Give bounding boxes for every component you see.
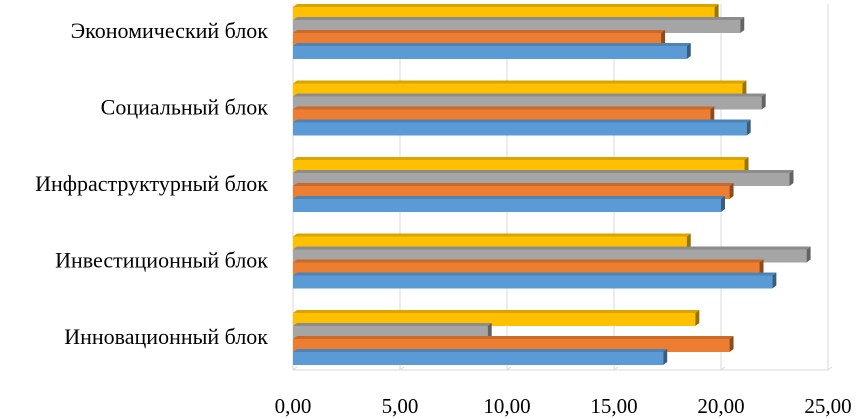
bar-top-face: [293, 17, 745, 20]
bar: [293, 43, 691, 59]
bar-end-face: [714, 4, 719, 20]
bar-end-face: [740, 17, 745, 33]
bar-end-face: [806, 246, 811, 263]
bar: [293, 323, 492, 339]
bar-top-face: [293, 310, 700, 313]
bar-top-face: [293, 170, 794, 173]
bar-front-face: [293, 326, 488, 339]
x-tick-label: 10,00: [483, 394, 530, 418]
x-tick-label: 5,00: [382, 394, 419, 418]
bar-end-face: [789, 170, 794, 186]
bar-front-face: [293, 46, 687, 59]
bar-front-face: [293, 236, 687, 250]
bar-top-face: [293, 336, 734, 339]
x-axis-tick-labels: 0,00 5,00 10,00 15,00 20,00 25,00: [275, 394, 852, 418]
bar: [293, 246, 811, 263]
bar: [293, 233, 691, 250]
bar-top-face: [293, 349, 668, 352]
bar-end-face: [729, 336, 734, 352]
bar-top-face: [293, 323, 492, 326]
bar-top-face: [293, 80, 747, 84]
bar-front-face: [293, 339, 730, 352]
bar-top-face: [293, 183, 734, 186]
bar: [293, 106, 715, 123]
bar-front-face: [293, 20, 741, 33]
bar: [293, 196, 725, 212]
category-label: Инвестиционный блок: [55, 248, 268, 273]
bar-front-face: [293, 122, 747, 136]
bar-top-face: [293, 157, 749, 160]
bar-end-face: [744, 157, 749, 173]
bar: [293, 119, 751, 136]
x-tick-label: 20,00: [697, 394, 744, 418]
bar: [293, 17, 745, 33]
bar: [293, 310, 700, 326]
bar-top-face: [293, 259, 764, 263]
bar-top-face: [293, 4, 719, 7]
bars-group: [293, 4, 811, 365]
bar-front-face: [293, 186, 730, 199]
bar-end-face: [759, 259, 764, 276]
x-tick-label: 15,00: [590, 394, 637, 418]
x-tick-label: 0,00: [275, 394, 312, 418]
bar-end-face: [742, 80, 747, 97]
x-tick-label: 25,00: [804, 394, 851, 418]
bar-front-face: [293, 83, 743, 97]
bar-end-face: [663, 349, 668, 365]
bar-end-face: [729, 183, 734, 199]
bar-front-face: [293, 160, 745, 173]
category-label: Экономический блок: [71, 18, 269, 43]
bar-top-face: [293, 43, 691, 46]
category-labels: Экономический блок Социальный блок Инфраст…: [35, 18, 268, 349]
bar-front-face: [293, 109, 711, 123]
bar: [293, 272, 777, 289]
bar-front-face: [293, 249, 807, 263]
bar-end-face: [695, 310, 700, 326]
bar: [293, 183, 734, 199]
bar-front-face: [293, 173, 790, 186]
bar-end-face: [487, 323, 492, 339]
bar-end-face: [686, 233, 691, 250]
bar-top-face: [293, 272, 777, 276]
bar-front-face: [293, 352, 664, 365]
bar-front-face: [293, 33, 662, 46]
category-label: Социальный блок: [101, 95, 269, 120]
bar-top-face: [293, 246, 811, 250]
bar-top-face: [293, 233, 691, 237]
category-label: Инновационный блок: [64, 324, 268, 349]
bar: [293, 93, 766, 110]
bar: [293, 30, 666, 46]
bar-end-face: [772, 272, 777, 289]
bar: [293, 336, 734, 352]
bar-front-face: [293, 199, 721, 212]
bar-end-face: [721, 196, 725, 212]
bar-front-face: [293, 313, 696, 326]
bar-top-face: [293, 119, 751, 123]
bar-top-face: [293, 196, 725, 199]
bar-end-face: [686, 43, 691, 59]
bar-front-face: [293, 96, 762, 110]
bar: [293, 170, 794, 186]
bar-top-face: [293, 30, 666, 33]
bar-end-face: [761, 93, 766, 110]
bar-front-face: [293, 262, 760, 276]
bar-front-face: [293, 7, 715, 20]
bar-end-face: [661, 30, 666, 46]
bar: [293, 259, 764, 276]
bar: [293, 349, 668, 365]
bar-top-face: [293, 93, 766, 97]
bar-end-face: [710, 106, 715, 123]
category-label: Инфраструктурный блок: [35, 171, 268, 196]
bar: [293, 80, 747, 97]
bar-front-face: [293, 275, 773, 289]
gridline-depth: [827, 366, 833, 371]
bar-end-face: [746, 119, 751, 136]
bar: [293, 157, 749, 173]
bar: [293, 4, 719, 20]
bar-top-face: [293, 106, 715, 110]
